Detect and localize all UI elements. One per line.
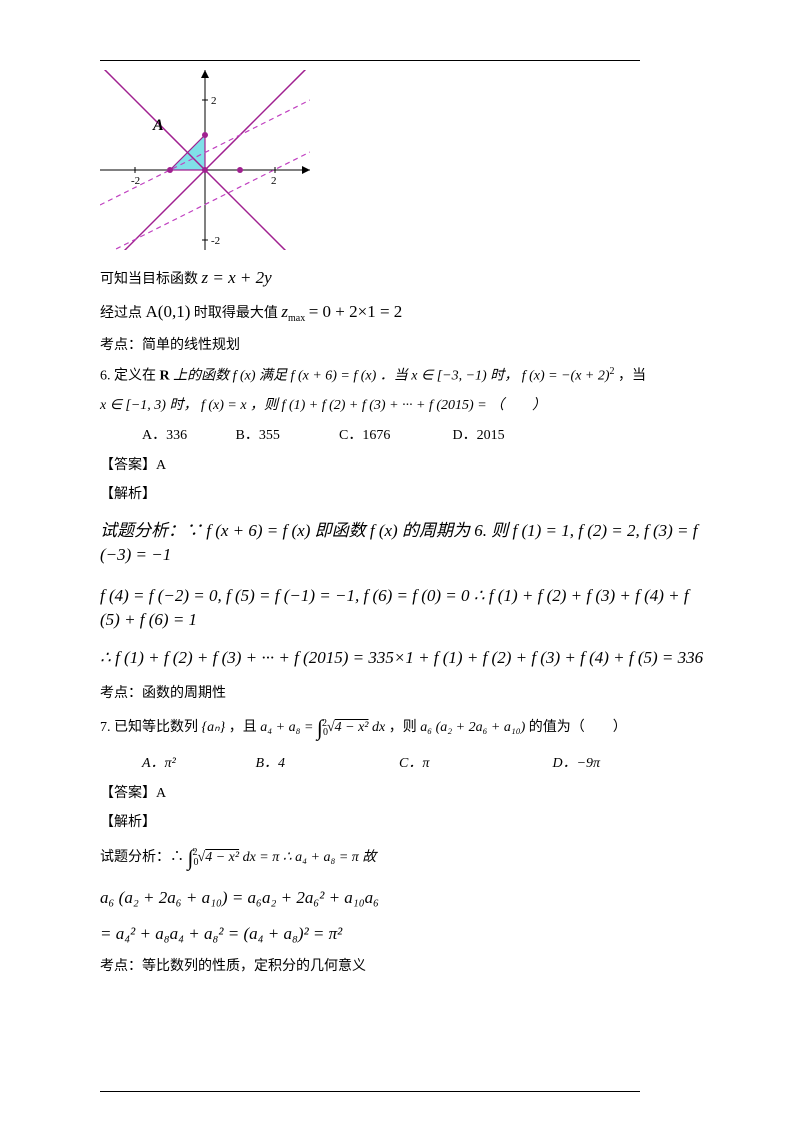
- t2: 时取得最大值: [194, 306, 278, 321]
- topic-period: 考点：函数的周期性: [100, 684, 710, 704]
- q7b: {aₙ}: [202, 720, 226, 735]
- q7c: ，且: [229, 720, 257, 735]
- svg-text:2: 2: [271, 175, 277, 187]
- q6R: R: [160, 369, 170, 384]
- opt7-d: D．−9π: [553, 754, 643, 774]
- opt-b: B．355: [236, 426, 336, 446]
- svg-text:-2: -2: [131, 175, 140, 187]
- q7-line: 7. 已知等比数列 {aₙ} ，且 a₄ + a₈ = ∫02√4 − x² d…: [100, 713, 710, 744]
- q6-line2: x ∈ [−1, 3) 时， f (x) = x ，则 f (1) + f (2…: [100, 396, 710, 416]
- opt-d: D．2015: [453, 426, 543, 446]
- solution-label-7: 【解析】: [100, 813, 710, 833]
- line-objective: 可知当目标函数 z = x + 2y: [100, 266, 710, 290]
- svg-text:A: A: [152, 117, 164, 134]
- opt-a: A．336: [142, 426, 232, 446]
- q6d: ，当: [618, 369, 646, 384]
- sol6-a: 试题分析：∵ f (x + 6) = f (x) 即函数 f (x) 的周期为 …: [100, 519, 710, 567]
- t1: 经过点: [100, 306, 142, 321]
- zeq: = 0 + 2×1 = 2: [309, 302, 403, 321]
- zmax: max: [288, 313, 305, 324]
- sol7-b: a₆ (a₂ + 2a₆ + a₁₀) = a₆a₂ + 2a₆² + a₁₀a…: [100, 886, 710, 910]
- solution-label-6: 【解析】: [100, 485, 710, 505]
- sol7-a: 试题分析：∴ ∫02√4 − x² dx = π ∴ a₄ + a₈ = π 故: [100, 843, 710, 874]
- svg-text:-2: -2: [211, 235, 220, 247]
- int-body2: 4 − x²: [205, 850, 239, 865]
- topic-seq: 考点：等比数列的性质，定积分的几何意义: [100, 957, 710, 977]
- sol6-c: ∴ f (1) + f (2) + f (3) + ··· + f (2015)…: [100, 646, 710, 670]
- page: -2 2 -2 2 A 可知当目标函数 z = x + 2y 经过点 A(0,1) 时取…: [0, 0, 800, 1132]
- opt7-b: B．4: [256, 754, 396, 774]
- q7f: a₆ (a₂ + 2a₆ + a₁₀): [420, 720, 525, 735]
- q6a: 6. 定义在: [100, 369, 160, 384]
- pointA: A(0,1): [146, 302, 191, 321]
- square: 2: [610, 366, 615, 377]
- zvar: z: [281, 302, 288, 321]
- opt7-c: C．π: [399, 754, 549, 774]
- sol7pre: 试题分析：∴: [100, 850, 184, 865]
- math-zx2y: z = x + 2y: [202, 268, 272, 287]
- answer-7: 【答案】A: [100, 784, 710, 804]
- int-body: 4 − x²: [335, 720, 369, 735]
- answer-6: 【答案】A: [100, 456, 710, 476]
- q7d: a₄ + a₈ =: [260, 720, 317, 735]
- chart-svg: -2 2 -2 2 A: [100, 70, 310, 250]
- q6-options: A．336 B．355 C．1676 D．2015: [100, 426, 710, 446]
- sol7post: = π ∴ a₄ + a₈ = π 故: [259, 850, 376, 865]
- q6c: 上的函数 f (x) 满足 f (x + 6) = f (x) ．当 x ∈ […: [173, 369, 609, 384]
- text: 可知当目标函数: [100, 272, 198, 287]
- q7g: 的值为（ ）: [529, 720, 627, 735]
- line-maxvalue: 经过点 A(0,1) 时取得最大值 zmax = 0 + 2×1 = 2: [100, 300, 710, 326]
- q7-options: A．π² B．4 C．π D．−9π: [100, 754, 710, 774]
- bottom-rule: [100, 1091, 640, 1092]
- sol6-b: f (4) = f (−2) = 0, f (5) = f (−1) = −1,…: [100, 584, 710, 632]
- feasible-region-chart: -2 2 -2 2 A: [100, 70, 310, 250]
- svg-text:2: 2: [211, 95, 217, 107]
- q7a: 7. 已知等比数列: [100, 720, 198, 735]
- sol7-c: = a₄² + a₈a₄ + a₈² = (a₄ + a₈)² = π²: [100, 922, 710, 946]
- topic-lp: 考点：简单的线性规划: [100, 336, 710, 356]
- sqrt: √: [327, 720, 335, 735]
- top-rule: [100, 60, 640, 61]
- dx: dx: [369, 720, 386, 735]
- dx2: dx: [239, 850, 256, 865]
- q7e: ，则: [389, 720, 417, 735]
- q6-line1: 6. 定义在 R 上的函数 f (x) 满足 f (x + 6) = f (x)…: [100, 365, 710, 386]
- opt-c: C．1676: [339, 426, 449, 446]
- opt7-a: A．π²: [142, 754, 252, 774]
